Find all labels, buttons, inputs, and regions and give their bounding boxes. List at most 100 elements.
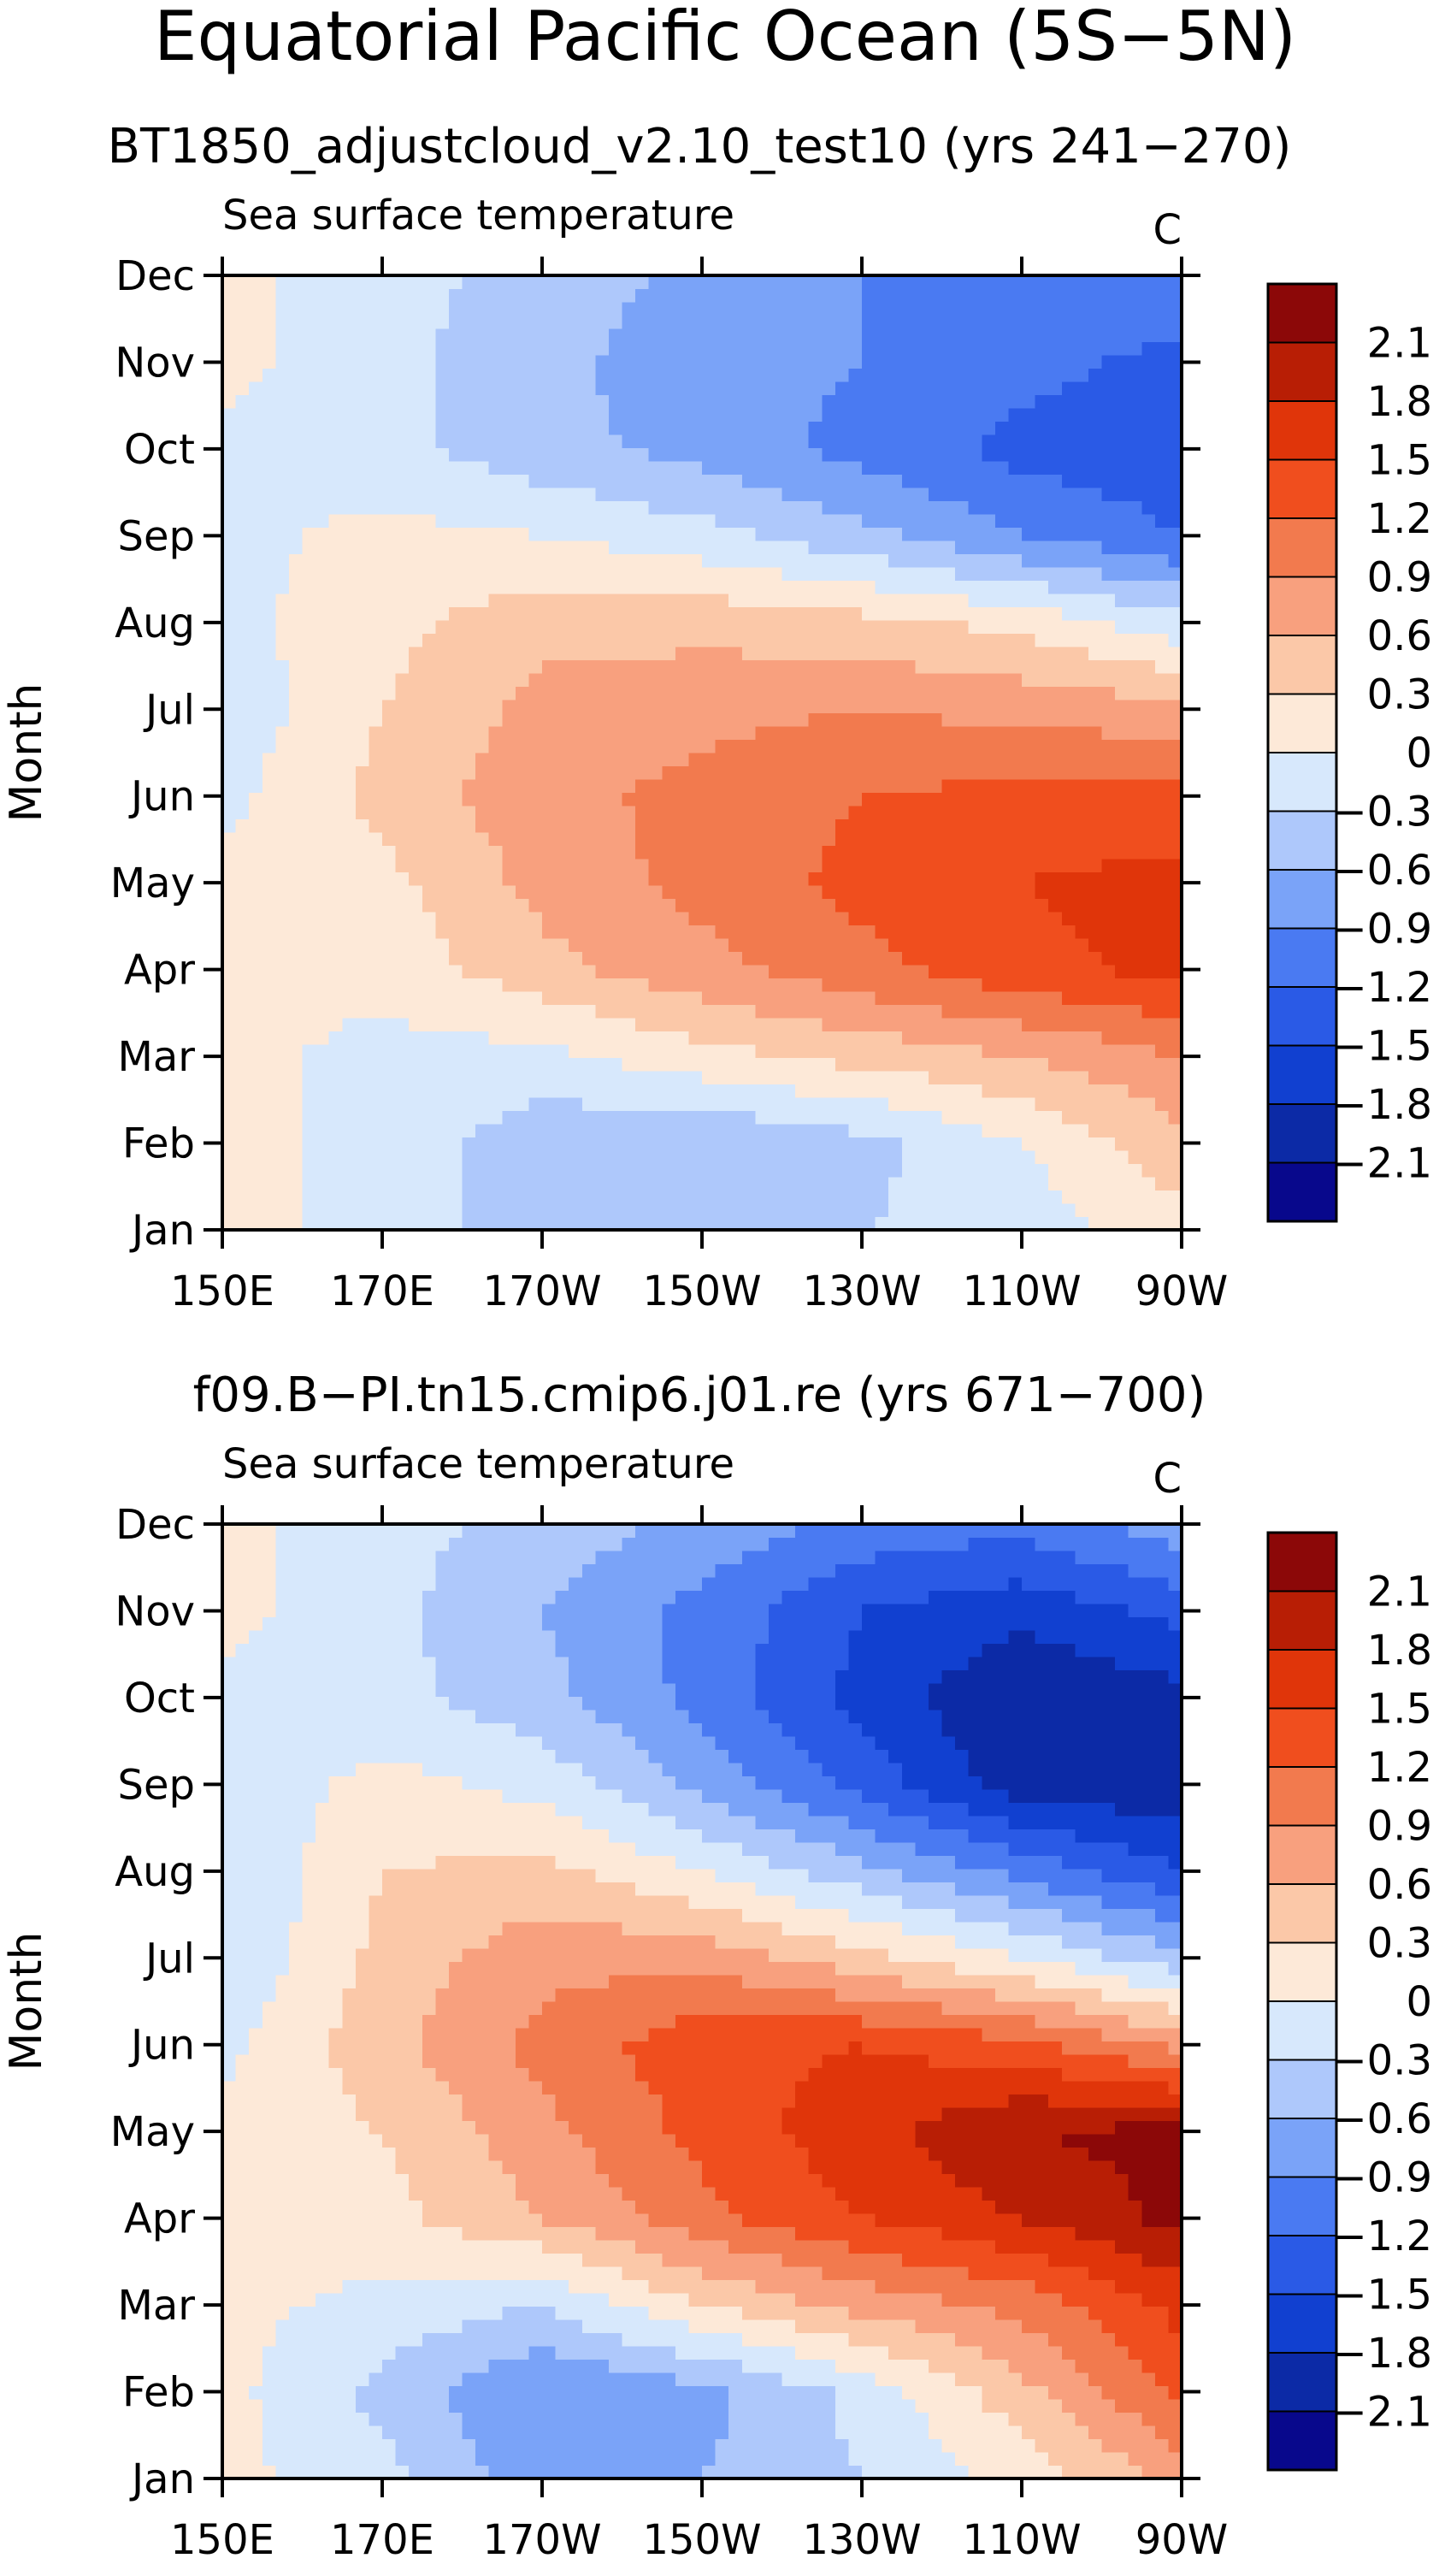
field-cell (1128, 1018, 1142, 1032)
field-cell (1168, 938, 1182, 953)
field-cell (1048, 1177, 1063, 1191)
field-cell (262, 408, 276, 422)
field-cell (581, 1018, 596, 1032)
field-cell (1128, 355, 1142, 369)
field-cell (862, 421, 876, 435)
field-cell (395, 580, 410, 594)
field-cell (288, 408, 304, 422)
field-cell (835, 1018, 850, 1032)
field-cell (302, 1190, 316, 1204)
field-cell (622, 580, 636, 594)
field-cell (888, 1150, 903, 1165)
field-cell (342, 1177, 357, 1191)
field-cell (715, 474, 729, 488)
field-cell (675, 647, 690, 661)
field-cell (542, 765, 557, 780)
field-cell (1035, 1018, 1049, 1032)
field-cell (781, 527, 796, 541)
field-cell (288, 938, 304, 953)
field-cell (1141, 434, 1156, 449)
field-cell (888, 659, 903, 674)
field-cell (608, 673, 623, 688)
field-cell (1035, 647, 1049, 661)
field-cell (928, 712, 943, 727)
field-cell (862, 765, 876, 780)
field-cell (741, 541, 756, 555)
field-cell (968, 871, 982, 886)
field-cell (1061, 527, 1076, 541)
field-cell (222, 951, 237, 966)
field-cell (1101, 1031, 1116, 1045)
field-cell (528, 474, 543, 488)
field-cell (875, 1057, 889, 1072)
field-cell (941, 765, 956, 780)
field-cell (275, 739, 290, 753)
field-cell (635, 315, 650, 329)
field-cell (222, 859, 237, 873)
field-cell (515, 845, 530, 860)
field-cell (675, 951, 690, 966)
field-cell (875, 832, 889, 847)
field-cell (675, 633, 690, 647)
field-cell (1048, 779, 1063, 794)
field-cell (542, 673, 557, 688)
field-cell (288, 474, 304, 488)
field-cell (235, 1163, 250, 1178)
field-cell (662, 541, 676, 555)
field-cell (795, 753, 810, 767)
field-cell (888, 1190, 903, 1204)
field-cell (1022, 647, 1036, 661)
field-cell (462, 1044, 476, 1059)
field-cell (569, 978, 583, 992)
field-cell (955, 1163, 970, 1178)
field-cell (768, 1216, 783, 1231)
field-cell (382, 686, 397, 700)
field-cell (1061, 1097, 1076, 1112)
field-cell (355, 527, 370, 541)
field-cell (901, 965, 916, 979)
field-cell (542, 871, 557, 886)
field-cell (288, 421, 304, 435)
field-cell (741, 1137, 756, 1151)
field-cell (569, 1004, 583, 1019)
field-cell (422, 527, 436, 541)
field-cell (1008, 328, 1023, 343)
field-cell (555, 541, 569, 555)
field-cell (528, 845, 543, 860)
field-cell (435, 302, 450, 316)
field-cell (741, 871, 756, 886)
field-cell (1022, 898, 1036, 913)
field-cell (808, 514, 823, 529)
field-cell (835, 580, 850, 594)
field-cell (688, 925, 703, 939)
field-cell (968, 1004, 982, 1019)
field-cell (475, 965, 490, 979)
field-cell (462, 594, 476, 608)
field-cell (1128, 647, 1142, 661)
field-cell (982, 1150, 996, 1165)
field-cell (435, 978, 450, 992)
field-cell (955, 739, 970, 753)
field-cell (1048, 885, 1063, 900)
field-cell (275, 1057, 290, 1072)
field-cell (688, 580, 703, 594)
field-cell (1128, 1124, 1142, 1138)
field-cell (382, 753, 397, 767)
field-cell (1035, 1097, 1049, 1112)
field-cell (328, 1124, 343, 1138)
field-cell (409, 871, 423, 886)
field-cell (741, 832, 756, 847)
field-cell (488, 500, 503, 515)
field-cell (1128, 673, 1142, 688)
field-cell (355, 1057, 370, 1072)
field-cell (982, 341, 996, 356)
field-cell (1168, 594, 1182, 608)
field-cell (662, 341, 676, 356)
field-cell (1061, 461, 1076, 476)
field-cell (1035, 938, 1049, 953)
field-cell (249, 673, 263, 688)
field-cell (862, 978, 876, 992)
field-cell (768, 1190, 783, 1204)
field-cell (835, 845, 850, 860)
field-cell (715, 1216, 729, 1231)
